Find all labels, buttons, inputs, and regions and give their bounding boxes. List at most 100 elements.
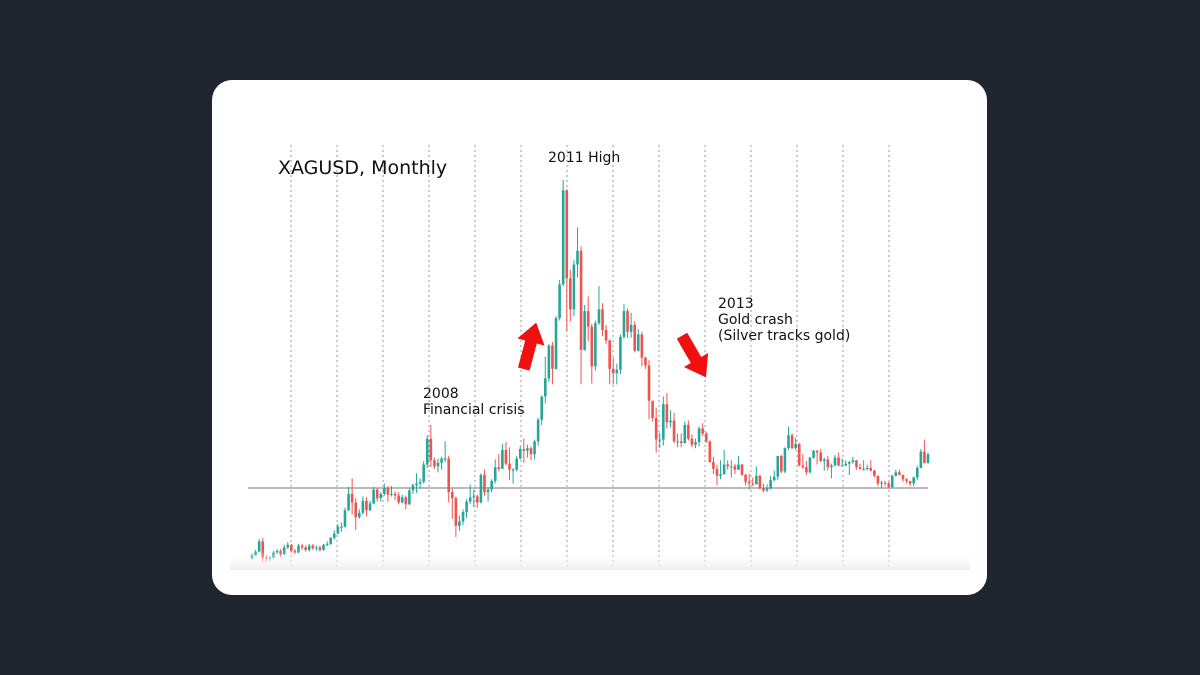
candle-body [704,433,708,442]
candle-body [636,334,640,351]
candle-body [858,467,862,469]
candle-body [561,190,565,285]
candle-body [565,190,569,279]
candle-body [304,547,307,550]
candle-body [408,490,411,505]
candle-body [375,489,379,499]
candle-body [873,470,876,476]
candle-body [518,449,522,459]
candle-body [647,365,651,401]
candle-body [393,493,397,496]
candle-body [726,464,730,467]
candle-body [747,481,751,484]
candle-body [611,368,615,374]
candle-body [583,311,586,350]
candle-body [848,461,851,464]
candle-body [572,264,576,310]
candle-body [586,311,590,327]
candle-body [708,441,712,462]
candle-body [468,497,472,502]
candle-body [307,545,311,550]
candle-body [411,485,415,491]
candle-body [343,510,347,527]
candle-body [526,448,529,451]
candle-body [772,476,776,481]
candle-body [558,284,561,318]
candle-body [347,493,350,511]
candle-body [443,458,447,460]
candle-body [543,378,547,397]
candle-body [787,435,790,449]
annotation: 2011 High [548,150,620,166]
candle-body [840,465,844,467]
candle-body [633,324,637,351]
candle-body [830,465,833,468]
up-arrow [517,322,545,371]
candle-body [379,493,383,499]
candle-body [429,438,433,461]
candle-body [576,250,579,265]
candle-body [669,420,672,423]
candle-body [601,309,604,331]
candle-body [658,439,662,441]
card [212,80,987,595]
candle-body [504,449,508,464]
candles [250,180,930,562]
candle-body [497,467,501,469]
candle-body [794,443,797,449]
candle-body [737,464,740,470]
candle-body [454,498,458,526]
candle-body [780,455,783,472]
candle-body [815,450,819,453]
candle-body [769,480,772,489]
candle-body [722,464,726,475]
candle-body [501,449,504,469]
candle-body [701,428,704,434]
candle-body [662,404,665,440]
candle-body [822,459,826,462]
candle-body [851,460,855,462]
candle-body [461,511,465,522]
candle-body [880,482,883,484]
candle-body [679,441,683,444]
candle-body [436,462,440,467]
candle-body [923,451,926,463]
candle-body [619,336,622,370]
candle-body [450,492,454,499]
candle-body [898,472,901,475]
candle-body [654,417,658,440]
candle-body [855,460,858,468]
candle-body [719,474,722,476]
down-arrow [676,332,709,378]
candle-body [615,369,619,374]
candle-body [801,465,805,468]
candle-body [865,468,869,470]
candle-body [790,435,794,449]
candle-body [672,420,676,442]
candle-body [733,466,737,470]
candle-body [597,309,601,324]
candle-body [715,468,719,476]
candle-body [472,496,476,498]
candle-body [687,424,690,439]
candle-body [805,467,808,473]
candle-body [758,475,762,488]
candle-body [869,468,873,471]
candle-body [604,330,608,341]
candle-body [569,278,572,310]
candle-body [579,250,583,350]
candle-body [912,477,915,484]
candle-body [447,458,451,493]
candle-body [640,334,644,358]
candle-body [322,544,325,550]
candle-body [465,501,468,512]
candle-body [540,396,544,420]
candle-body [905,479,908,481]
candle-body [797,443,801,466]
candle-body [683,424,687,444]
candle-body [404,497,408,505]
candle-body [400,497,404,503]
candle-body [297,545,300,553]
